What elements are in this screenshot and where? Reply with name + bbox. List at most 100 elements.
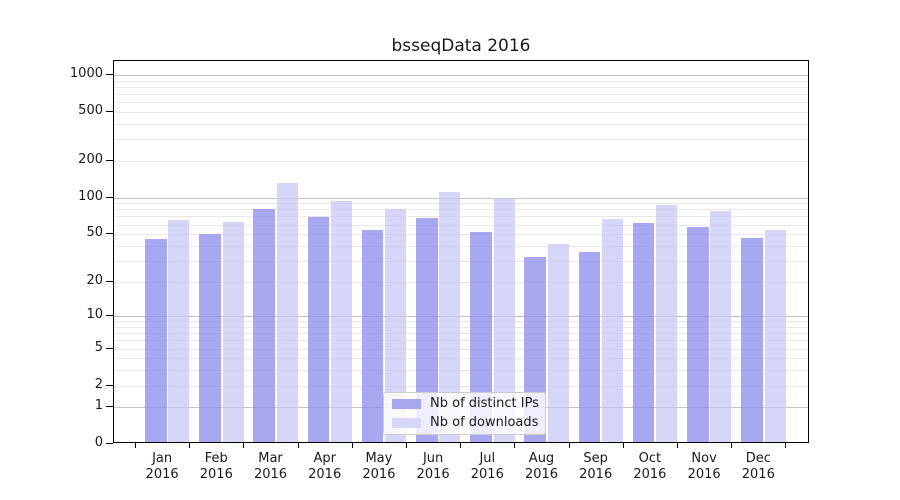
bar-dec-distinct-ips	[741, 237, 763, 442]
bar-feb-downloads	[222, 221, 244, 442]
bar-nov-downloads	[710, 210, 732, 442]
x-tick-label-mar: Mar 2016	[253, 451, 288, 482]
x-tick-mark-6	[460, 443, 462, 448]
x-tick-mark-5	[406, 443, 407, 448]
bar-apr-downloads	[330, 200, 352, 442]
x-tick-mark-1	[189, 443, 191, 448]
gridline-minor-30	[114, 260, 808, 262]
x-tick-label-oct: Oct 2016	[633, 451, 667, 482]
x-tick-mark-7	[514, 443, 516, 448]
gridline-minor-70	[114, 216, 808, 218]
bar-may-downloads	[385, 208, 407, 442]
x-tick-mark-12	[785, 443, 787, 448]
x-tick-label-may: May 2016	[362, 451, 396, 482]
x-tick-mark-8	[568, 443, 570, 448]
x-tick-label-sep: Sep 2016	[579, 451, 613, 482]
x-tick-mark-4	[351, 443, 353, 448]
y-tick-label-20: 20	[86, 272, 103, 288]
x-tick-mark-0	[135, 443, 136, 448]
gridline-minor-60	[114, 224, 808, 226]
gridline-major-10	[114, 316, 808, 318]
gridline-minor-900	[114, 80, 808, 82]
gridline-minor-3	[114, 370, 808, 372]
bar-oct-downloads	[656, 204, 678, 442]
y-tick-label-0: 0	[94, 435, 103, 451]
chart-title: bsseqData 2016	[391, 36, 531, 56]
legend-item-downloads: Nb of downloads	[392, 415, 539, 431]
x-tick-mark-11	[731, 443, 733, 448]
y-tick-label-5: 5	[94, 339, 103, 355]
bar-feb-distinct-ips	[199, 234, 221, 442]
gridline-minor-500	[114, 111, 808, 113]
gridline-minor-80	[114, 209, 808, 211]
y-tick-mark-10	[106, 315, 113, 317]
bar-jan-downloads	[168, 220, 190, 442]
gridline-major-100	[114, 197, 808, 199]
y-tick-mark-50	[106, 233, 113, 235]
bar-jun-downloads	[439, 192, 461, 442]
y-tick-label-100: 100	[78, 188, 103, 204]
gridline-minor-200	[114, 160, 808, 162]
gridline-minor-700	[114, 94, 808, 95]
x-tick-label-jul: Jul 2016	[470, 451, 504, 482]
bar-apr-distinct-ips	[307, 216, 330, 442]
y-tick-mark-20	[106, 280, 113, 282]
legend-item-distinct-ips: Nb of distinct IPs	[392, 396, 539, 412]
x-tick-mark-3	[297, 443, 299, 448]
x-tick-label-jan: Jan 2016	[145, 451, 179, 482]
legend-label-distinct-ips: Nb of distinct IPs	[430, 396, 539, 411]
gridline-minor-300	[114, 139, 808, 141]
y-tick-mark-0	[106, 443, 113, 445]
gridline-minor-600	[114, 102, 808, 104]
x-tick-label-feb: Feb 2016	[199, 451, 233, 482]
y-tick-label-1000: 1000	[69, 65, 103, 81]
gridline-minor-5	[114, 348, 808, 350]
x-tick-label-jun: Jun 2016	[416, 451, 450, 482]
bar-oct-distinct-ips	[632, 222, 655, 442]
y-tick-mark-100	[106, 196, 113, 198]
x-tick-mark-10	[677, 443, 678, 448]
y-tick-label-1: 1	[94, 398, 103, 414]
y-tick-label-500: 500	[78, 102, 103, 118]
y-tick-mark-1000	[106, 73, 113, 75]
x-tick-mark-2	[243, 443, 245, 448]
x-tick-mark-9	[622, 443, 624, 448]
gridline-minor-40	[114, 245, 808, 247]
bar-jul-distinct-ips	[470, 232, 492, 442]
bar-dec-downloads	[764, 230, 786, 442]
gridline-minor-8	[114, 326, 808, 328]
gridline-minor-6	[114, 340, 808, 342]
bar-mar-downloads	[276, 182, 298, 442]
x-tick-label-aug: Aug 2016	[524, 451, 559, 482]
gridline-minor-9	[114, 321, 808, 323]
gridline-minor-50	[114, 234, 808, 236]
x-tick-label-dec: Dec 2016	[741, 451, 775, 482]
gridline-minor-4	[114, 358, 808, 360]
plot-area: Nb of distinct IPs Nb of downloads	[113, 60, 809, 443]
gridline-minor-400	[114, 123, 808, 125]
y-tick-label-200: 200	[78, 151, 103, 167]
downloads-swatch	[392, 418, 421, 428]
bar-aug-downloads	[547, 243, 569, 442]
bar-jan-distinct-ips	[145, 238, 167, 442]
x-tick-label-apr: Apr 2016	[308, 451, 342, 482]
bar-nov-distinct-ips	[687, 227, 709, 442]
bar-sep-distinct-ips	[578, 252, 601, 442]
y-tick-mark-1	[106, 406, 113, 408]
gridline-minor-2	[114, 385, 808, 387]
distinct-ips-swatch	[392, 399, 421, 409]
gridline-minor-90	[114, 203, 808, 205]
bar-jun-distinct-ips	[416, 217, 438, 442]
y-tick-mark-2	[106, 384, 113, 386]
gridline-major-1000	[114, 74, 808, 76]
gridline-minor-800	[114, 86, 808, 88]
bar-may-distinct-ips	[361, 230, 384, 442]
legend: Nb of distinct IPs Nb of downloads	[383, 392, 546, 435]
gridline-minor-20	[114, 281, 808, 283]
bar-sep-downloads	[601, 219, 623, 442]
legend-label-downloads: Nb of downloads	[430, 415, 539, 430]
y-tick-mark-200	[106, 159, 113, 161]
y-tick-mark-500	[106, 110, 113, 112]
gridline-minor-7	[114, 333, 808, 335]
